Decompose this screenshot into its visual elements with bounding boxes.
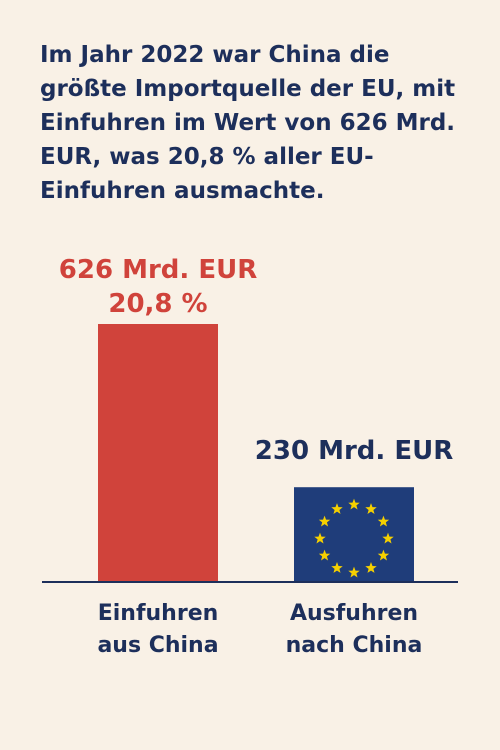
value-label-imports-share: 20,8 % [108, 289, 207, 319]
bar-imports [98, 324, 218, 582]
star-icon [318, 515, 331, 527]
star-icon [365, 503, 377, 515]
headline-line-3: Einfuhren im Wert von 626 Mrd. [40, 110, 456, 136]
star-icon [314, 532, 326, 544]
headline-line-1: Im Jahr 2022 war China die [40, 42, 390, 68]
headline: Im Jahr 2022 war China die größte Import… [40, 38, 470, 208]
headline-line-4: EUR, was 20,8 % aller EU- [40, 144, 374, 170]
category-label-exports-line2: nach China [286, 633, 423, 658]
bars-group [98, 324, 414, 582]
value-label-exports-amount: 230 Mrd. EUR [255, 436, 453, 466]
category-label-imports-line2: aus China [97, 633, 218, 658]
headline-line-2: größte Importquelle der EU, mit [40, 76, 456, 102]
star-icon [348, 498, 360, 510]
headline-line-5: Einfuhren ausmachte. [40, 178, 325, 204]
category-label-exports-line1: Ausfuhren [290, 601, 418, 626]
eu-stars-icon [314, 498, 394, 578]
value-label-imports-amount: 626 Mrd. EUR [59, 255, 257, 285]
star-icon [348, 566, 360, 578]
star-icon [377, 515, 390, 527]
star-icon [331, 562, 343, 573]
star-icon [382, 532, 394, 544]
star-icon [377, 549, 390, 561]
category-label-imports-line1: Einfuhren [98, 601, 219, 626]
star-icon [318, 549, 331, 561]
star-icon [331, 503, 343, 515]
star-icon [365, 562, 377, 573]
